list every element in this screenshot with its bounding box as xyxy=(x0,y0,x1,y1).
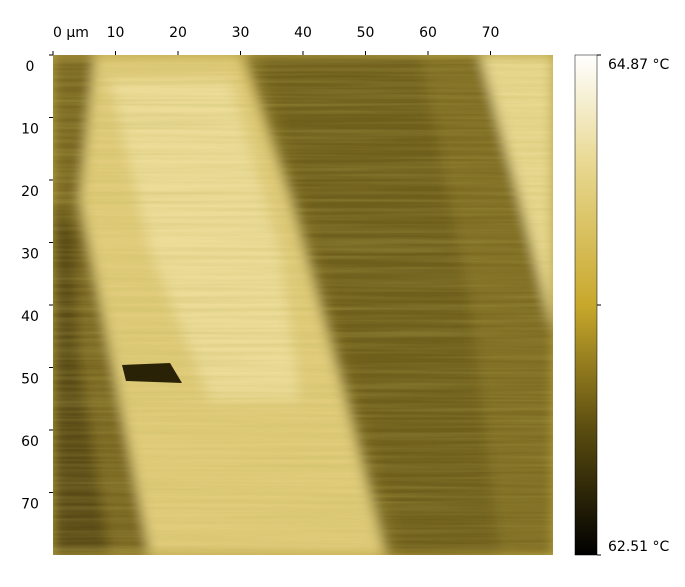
x-tick-label: 60 xyxy=(419,25,437,41)
thermal-image xyxy=(53,55,553,555)
colorbar xyxy=(574,54,598,556)
x-tick-label: 0 µm xyxy=(53,25,89,41)
y-tick-label: 0 xyxy=(26,59,35,75)
y-tick-label: 60 xyxy=(21,434,39,450)
x-tick-label: 30 xyxy=(232,25,250,41)
colorbar-tick-label: 64.87 °C xyxy=(608,57,670,73)
x-tick-label: 40 xyxy=(294,25,312,41)
y-tick-label: 30 xyxy=(21,247,39,263)
colorbar-tick-label: 62.51 °C xyxy=(608,539,670,555)
x-tick-label: 20 xyxy=(169,25,187,41)
x-tick-label: 10 xyxy=(107,25,125,41)
y-tick-label: 70 xyxy=(21,497,39,513)
x-tick-label: 70 xyxy=(482,25,500,41)
y-tick-label: 20 xyxy=(21,184,39,200)
y-tick-label: 40 xyxy=(21,309,39,325)
y-tick-label: 50 xyxy=(21,372,39,388)
y-tick-label: 10 xyxy=(21,122,39,138)
x-tick-label: 50 xyxy=(357,25,375,41)
